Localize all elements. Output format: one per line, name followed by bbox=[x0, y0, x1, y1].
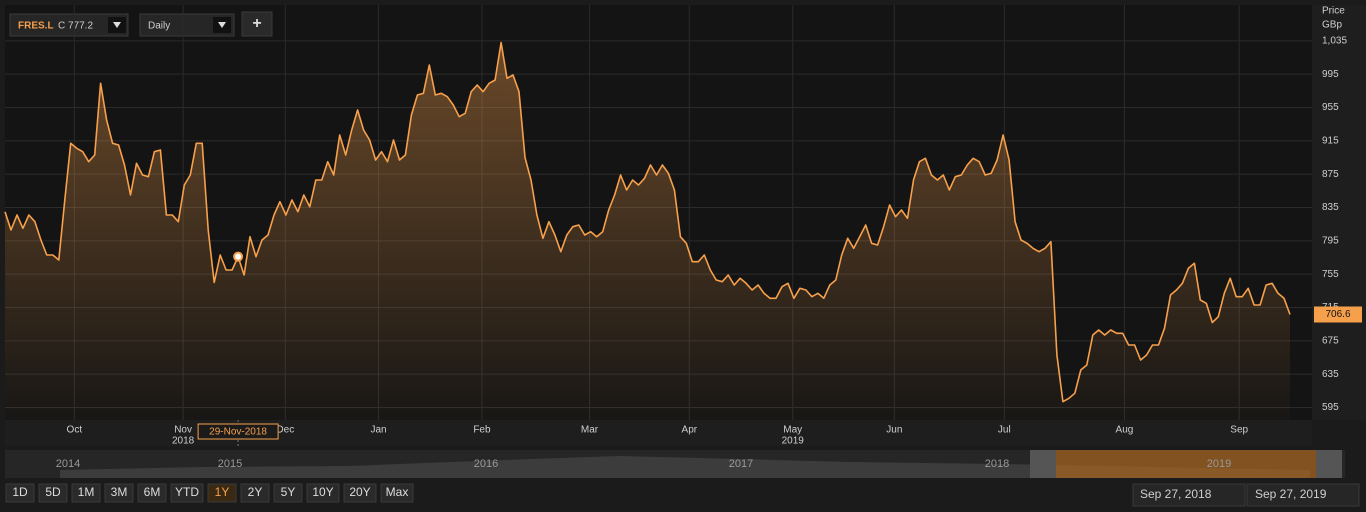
navigator-handle[interactable] bbox=[1030, 450, 1056, 478]
navigator-year: 2018 bbox=[985, 458, 1009, 470]
interval: Daily bbox=[148, 21, 170, 32]
symbol: FRES.L bbox=[18, 21, 54, 32]
last-price-label: 706.6 bbox=[1325, 309, 1350, 320]
interval-box[interactable] bbox=[139, 13, 235, 37]
date-from-box[interactable] bbox=[1132, 483, 1246, 507]
y-axis-band bbox=[1312, 5, 1366, 420]
range-btn[interactable] bbox=[170, 483, 204, 503]
range-btn-label: 1Y bbox=[215, 485, 230, 499]
navigator-year: 2014 bbox=[56, 458, 80, 470]
x-tick-label: Nov bbox=[174, 425, 192, 436]
x-tick-label: Oct bbox=[67, 425, 83, 436]
x-tick-label: Mar bbox=[581, 425, 599, 436]
range-btn-label: 20Y bbox=[349, 485, 370, 499]
y-tick-label: 955 bbox=[1322, 102, 1339, 113]
range-btn-label: 2Y bbox=[248, 485, 263, 499]
range-btn[interactable] bbox=[343, 483, 377, 503]
cursor-marker bbox=[233, 251, 244, 262]
navigator-year: 2017 bbox=[729, 458, 753, 470]
range-btn-label: 5D bbox=[45, 485, 61, 499]
range-btn[interactable] bbox=[273, 483, 303, 503]
range-btn[interactable] bbox=[380, 483, 414, 503]
range-btn-label: 1M bbox=[78, 485, 95, 499]
area bbox=[5, 42, 1290, 420]
cursor-tooltip bbox=[197, 423, 279, 440]
navigator-year: 2015 bbox=[218, 458, 242, 470]
navigator-handle[interactable] bbox=[1316, 450, 1342, 478]
range-btn-label: 1D bbox=[12, 485, 28, 499]
dropdown-arrow bbox=[113, 22, 121, 28]
range-btn[interactable] bbox=[71, 483, 101, 503]
x-tick-label: Dec bbox=[276, 425, 294, 436]
range-btn-label: 10Y bbox=[312, 485, 333, 499]
range-btn-label: 3M bbox=[111, 485, 128, 499]
navigator-year: 2016 bbox=[474, 458, 498, 470]
x-tick-label: Sep bbox=[1230, 425, 1248, 436]
add-btn[interactable] bbox=[241, 11, 273, 37]
range-btn[interactable] bbox=[38, 483, 68, 503]
y-tick-label: 1,035 bbox=[1322, 35, 1347, 46]
year-label: 2018 bbox=[172, 436, 195, 447]
y-tick-label: 675 bbox=[1322, 335, 1339, 346]
y-tick-label: 755 bbox=[1322, 269, 1339, 280]
y-tick-label: 635 bbox=[1322, 369, 1339, 380]
cursor-date: 29-Nov-2018 bbox=[209, 427, 267, 438]
year-label: 2019 bbox=[782, 436, 805, 447]
range-btn[interactable] bbox=[207, 483, 237, 503]
axis-unit: GBp bbox=[1322, 20, 1342, 31]
range-btn[interactable] bbox=[104, 483, 134, 503]
range-btn-label: 5Y bbox=[281, 485, 296, 499]
navigator-window[interactable] bbox=[1043, 450, 1328, 478]
date-from: Sep 27, 2018 bbox=[1140, 487, 1212, 501]
x-tick-label: Apr bbox=[682, 425, 698, 436]
x-tick-label: Aug bbox=[1116, 425, 1134, 436]
y-tick-label: 995 bbox=[1322, 69, 1339, 80]
add-label: + bbox=[252, 15, 261, 32]
date-to-box[interactable] bbox=[1246, 483, 1360, 507]
range-btn[interactable] bbox=[306, 483, 340, 503]
dropdown-arrow bbox=[218, 22, 226, 28]
y-tick-label: 835 bbox=[1322, 202, 1339, 213]
axis-title: Price bbox=[1322, 6, 1345, 17]
symbol-box[interactable] bbox=[9, 13, 129, 37]
range-btn[interactable] bbox=[137, 483, 167, 503]
y-tick-label: 795 bbox=[1322, 235, 1339, 246]
date-to: Sep 27, 2019 bbox=[1255, 487, 1327, 501]
date-range: Sep 27, 2018 Sep 27, 2019 bbox=[1132, 483, 1360, 507]
y-tick-label: 915 bbox=[1322, 135, 1339, 146]
last-price-box bbox=[1314, 306, 1362, 323]
range-btn[interactable] bbox=[5, 483, 35, 503]
x-tick-label: Jan bbox=[370, 425, 386, 436]
price-line bbox=[4, 41, 1291, 403]
navigator-year: 2019 bbox=[1207, 458, 1231, 470]
navigator-area bbox=[60, 456, 1310, 478]
quote: C 777.2 bbox=[58, 21, 93, 32]
x-tick-label: May bbox=[783, 425, 802, 436]
range-btn-label: Max bbox=[386, 485, 409, 499]
range-btn-label: 6M bbox=[144, 485, 161, 499]
x-tick-label: Feb bbox=[473, 425, 491, 436]
y-tick-label: 595 bbox=[1322, 402, 1339, 413]
x-tick-label: Jul bbox=[998, 425, 1011, 436]
y-tick-label: 875 bbox=[1322, 169, 1339, 180]
x-tick-label: Jun bbox=[886, 425, 902, 436]
range-btn-label: YTD bbox=[175, 485, 199, 499]
range-btn[interactable] bbox=[240, 483, 270, 503]
